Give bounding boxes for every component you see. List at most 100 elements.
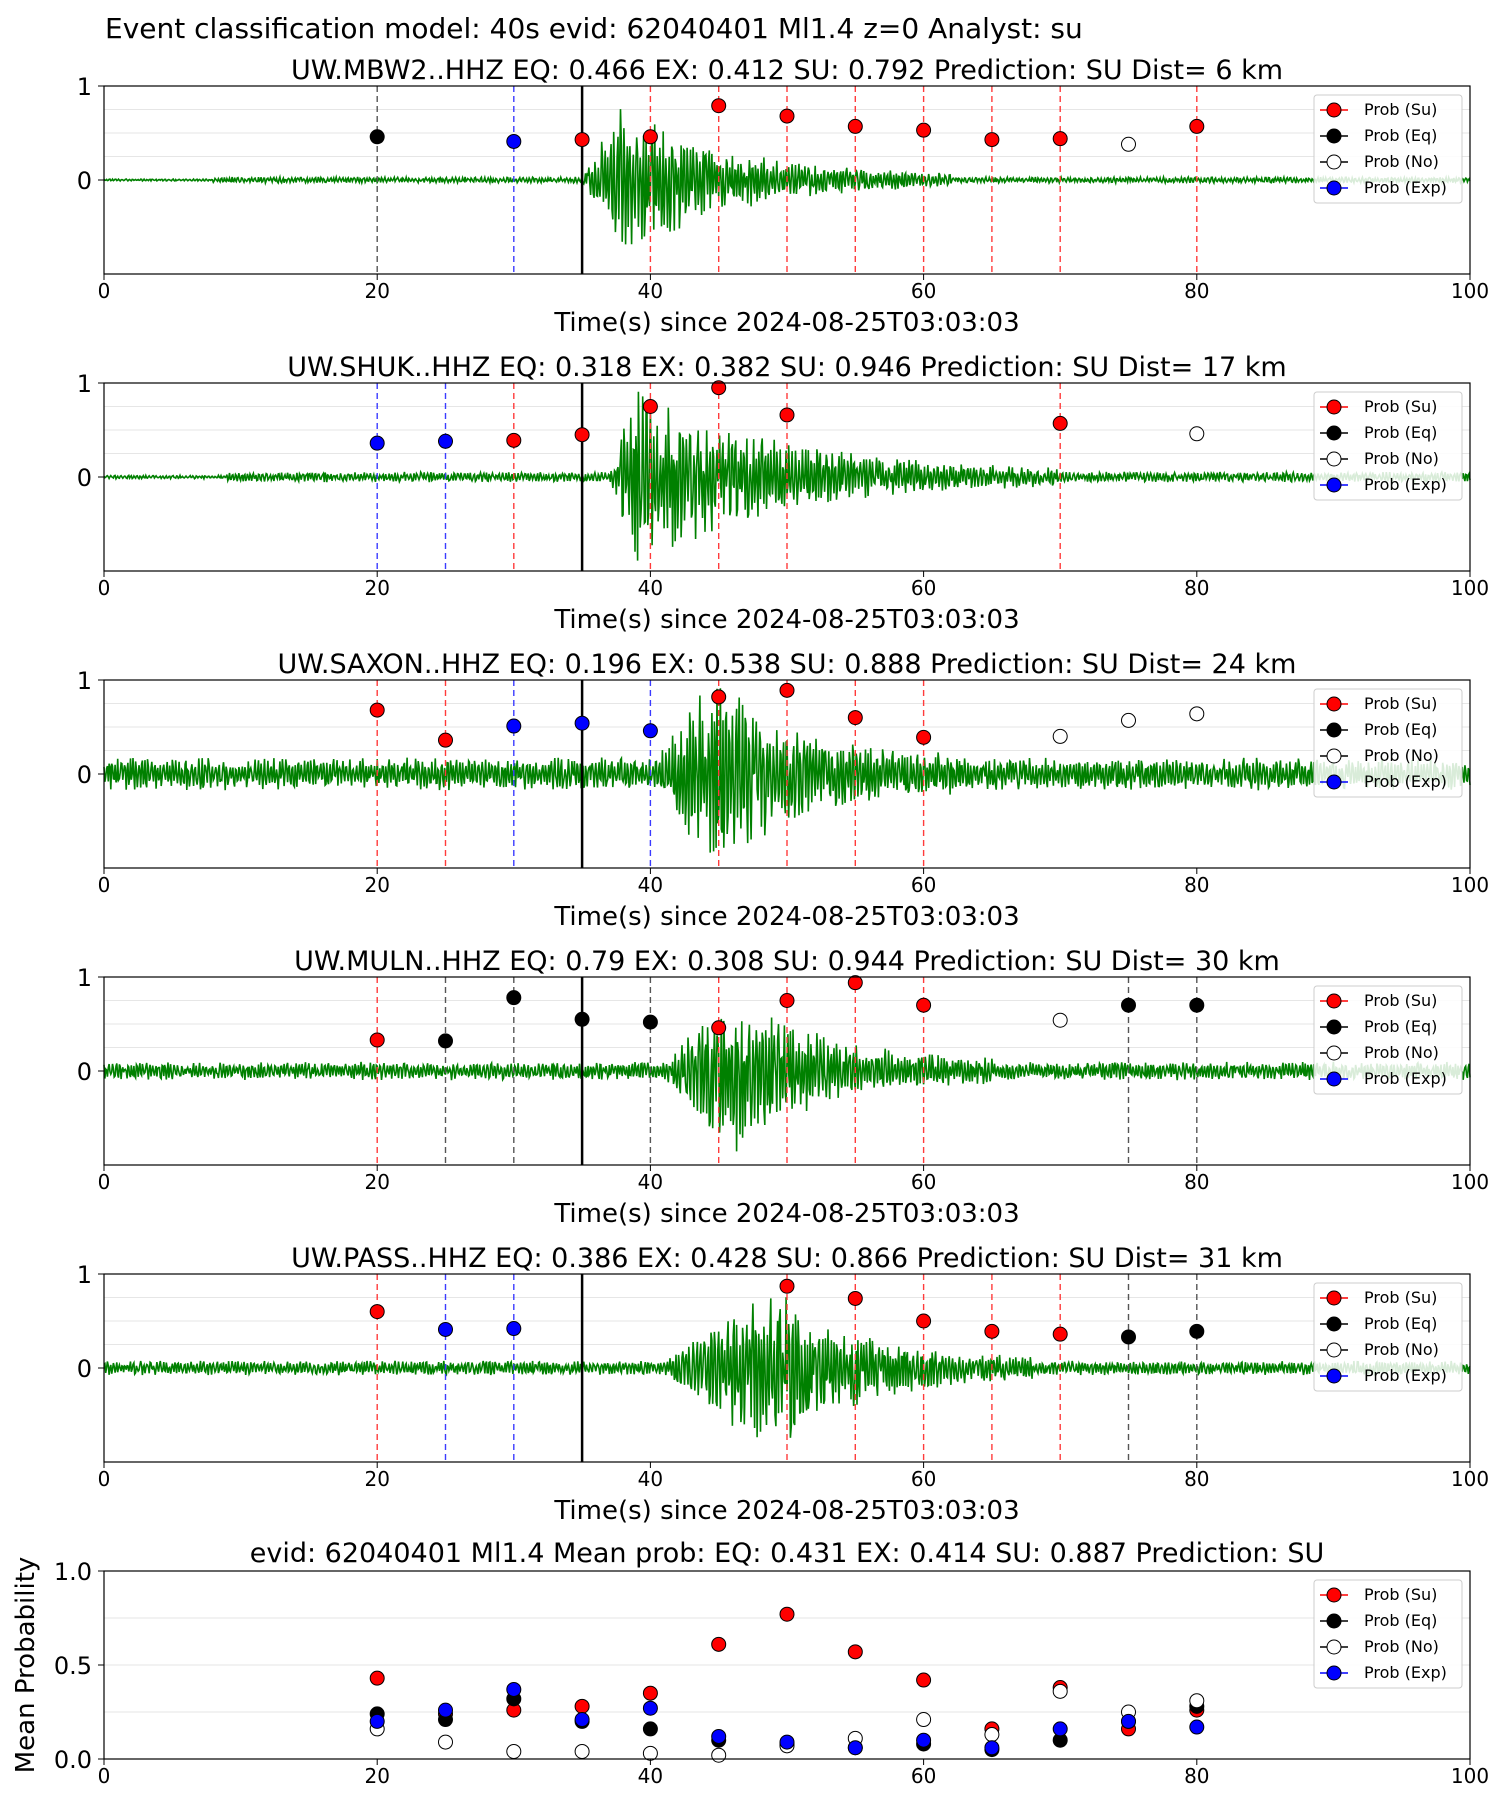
x-tick-label: 100 [1451, 1467, 1489, 1491]
x-tick-label: 0 [98, 1467, 111, 1491]
prob-point-eq [1189, 997, 1205, 1013]
x-tick-label: 100 [1451, 576, 1489, 600]
prob-point-su [847, 118, 863, 134]
legend-marker-su [1326, 1587, 1342, 1603]
prob-point-su [1052, 415, 1068, 431]
prob-point-su [779, 108, 795, 124]
prob-point-eq [1189, 1323, 1205, 1339]
legend-box [1313, 1282, 1463, 1392]
prob-point-su [916, 1313, 932, 1329]
x-tick-label: 100 [1451, 279, 1489, 303]
x-tick-label: 20 [364, 1764, 389, 1788]
legend-marker-su [1326, 1290, 1342, 1306]
prob-point-exp [506, 133, 522, 149]
x-tick-label: 100 [1451, 1764, 1489, 1788]
mean-point-exp [1052, 1721, 1068, 1737]
prob-point-exp [574, 715, 590, 731]
prob-point-eq [574, 1011, 590, 1027]
mean-point-exp [779, 1734, 795, 1750]
x-tick-label: 60 [911, 873, 936, 897]
legend-marker-exp [1326, 1368, 1342, 1384]
x-tick-label: 40 [638, 279, 663, 303]
legend-label-exp: Prob (Exp) [1364, 475, 1447, 494]
prob-point-eq [506, 990, 522, 1006]
x-tick-label: 100 [1451, 873, 1489, 897]
prob-point-su [779, 407, 795, 423]
mean-point-no [1052, 1683, 1068, 1699]
prob-point-su [369, 702, 385, 718]
mean-point-no [711, 1747, 727, 1763]
mean-point-no [916, 1712, 932, 1728]
legend-marker-exp [1326, 180, 1342, 196]
legend-label-no: Prob (No) [1364, 1340, 1439, 1359]
station-panel-5: UW.PASS..HHZ EQ: 0.386 EX: 0.428 SU: 0.8… [77, 1243, 1489, 1526]
panel-title: UW.SHUK..HHZ EQ: 0.318 EX: 0.382 SU: 0.9… [287, 352, 1286, 383]
legend-box [1313, 1579, 1463, 1689]
y-tick-label: 0 [77, 761, 92, 789]
legend-marker-no [1326, 1342, 1342, 1358]
x-tick-label: 20 [364, 576, 389, 600]
prob-point-su [779, 1278, 795, 1294]
mean-point-no [506, 1743, 522, 1759]
legend-box [1313, 391, 1463, 501]
legend-marker-eq [1326, 1613, 1342, 1629]
x-tick-label: 20 [364, 279, 389, 303]
prob-point-su [506, 432, 522, 448]
x-tick-label: 60 [911, 1170, 936, 1194]
legend-label-no: Prob (No) [1364, 1637, 1439, 1656]
mean-point-su [369, 1670, 385, 1686]
y-tick-label: 0.0 [54, 1746, 92, 1774]
prob-point-su [438, 732, 453, 748]
mean-point-no [574, 1743, 590, 1759]
prob-point-su [574, 427, 590, 443]
mean-point-exp [438, 1702, 453, 1718]
legend-marker-su [1326, 102, 1342, 118]
mean-point-exp [642, 1700, 658, 1716]
legend-label-no: Prob (No) [1364, 152, 1439, 171]
prob-point-su [1052, 131, 1068, 147]
legend-label-exp: Prob (Exp) [1364, 772, 1447, 791]
x-tick-label: 40 [638, 1170, 663, 1194]
legend-box [1313, 985, 1463, 1095]
prob-point-exp [642, 723, 658, 739]
legend-marker-exp [1326, 477, 1342, 493]
legend-marker-su [1326, 696, 1342, 712]
legend-label-su: Prob (Su) [1364, 1288, 1437, 1307]
panel-title: evid: 62040401 Ml1.4 Mean prob: EQ: 0.43… [250, 1538, 1325, 1569]
prob-point-no [1121, 136, 1136, 152]
legend-marker-eq [1326, 128, 1342, 144]
mean-point-su [574, 1698, 590, 1714]
prob-point-su [779, 682, 795, 698]
prob-point-exp [506, 1321, 522, 1337]
x-tick-label: 0 [98, 1764, 111, 1788]
mean-point-no [1189, 1693, 1205, 1709]
mean-point-su [847, 1644, 863, 1660]
y-axis-label: Mean Probability [11, 1557, 41, 1774]
legend-marker-su [1326, 399, 1342, 415]
mean-point-exp [711, 1728, 727, 1744]
legend-label-no: Prob (No) [1364, 1043, 1439, 1062]
prob-point-su [916, 997, 932, 1013]
legend-marker-eq [1326, 722, 1342, 738]
prob-point-su [847, 710, 863, 726]
legend-label-eq: Prob (Eq) [1364, 126, 1437, 145]
mean-point-exp [984, 1740, 1000, 1756]
panel-title: UW.PASS..HHZ EQ: 0.386 EX: 0.428 SU: 0.8… [291, 1243, 1283, 1274]
legend-label-su: Prob (Su) [1364, 694, 1437, 713]
y-tick-label: 0.5 [54, 1652, 92, 1680]
x-tick-label: 20 [364, 1170, 389, 1194]
legend-marker-eq [1326, 1019, 1342, 1035]
legend-label-no: Prob (No) [1364, 746, 1439, 765]
x-tick-label: 20 [364, 873, 389, 897]
legend-label-eq: Prob (Eq) [1364, 423, 1437, 442]
prob-point-su [1052, 1326, 1068, 1342]
x-tick-label: 100 [1451, 1170, 1489, 1194]
legend-label-eq: Prob (Eq) [1364, 720, 1437, 739]
x-tick-label: 80 [1184, 1764, 1209, 1788]
mean-point-eq [642, 1721, 658, 1737]
mean-point-exp [847, 1740, 863, 1756]
legend-label-su: Prob (Su) [1364, 397, 1437, 416]
legend-label-eq: Prob (Eq) [1364, 1017, 1437, 1036]
y-tick-label: 0 [77, 167, 92, 195]
prob-point-exp [506, 718, 522, 734]
